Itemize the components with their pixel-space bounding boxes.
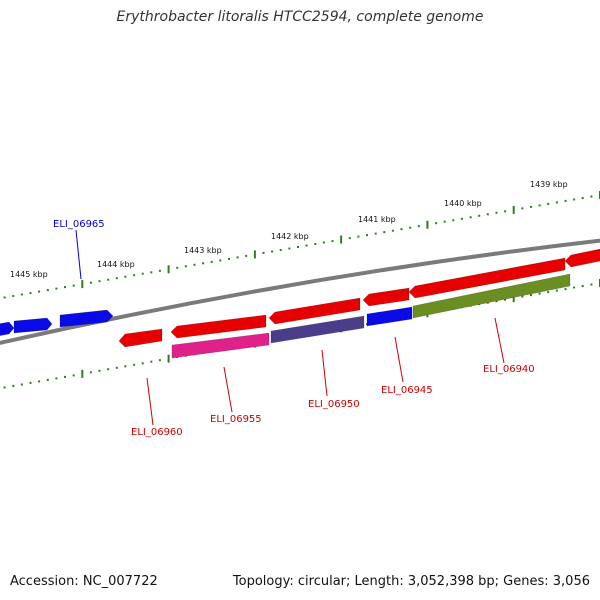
gene-arrow-blue[interactable] bbox=[59, 309, 114, 328]
gene-label-eli-06950[interactable]: ELI_06950 bbox=[308, 399, 360, 410]
gene-label-eli-06965[interactable]: ELI_06965 bbox=[53, 219, 105, 230]
gene-arrow-blue[interactable] bbox=[0, 321, 15, 336]
genome-backbone bbox=[0, 238, 600, 345]
gene-arrow-red[interactable] bbox=[118, 328, 163, 348]
gene-arrow-red[interactable] bbox=[268, 297, 361, 325]
accession-text: Accession: NC_007722 bbox=[10, 574, 158, 589]
gene-label-eli-06955[interactable]: ELI_06955 bbox=[210, 414, 262, 425]
gene-arrow-red[interactable] bbox=[170, 314, 267, 339]
kbp-label-1440: 1440 kbp bbox=[444, 199, 482, 208]
gene-arrow-red[interactable] bbox=[564, 248, 600, 268]
gene-arrow-blue[interactable] bbox=[366, 306, 413, 327]
gene-arrow-magenta[interactable] bbox=[171, 332, 270, 359]
kbp-label-1441: 1441 kbp bbox=[358, 215, 396, 224]
gene-label-eli-06960[interactable]: ELI_06960 bbox=[131, 427, 183, 438]
outer-ruler-ticks bbox=[3, 191, 600, 299]
gene-arrow-blue[interactable] bbox=[13, 317, 53, 334]
genome-title: Erythrobacter litoralis HTCC2594, comple… bbox=[116, 9, 484, 25]
reverse-strand-genes bbox=[171, 273, 571, 359]
kbp-label-1443: 1443 kbp bbox=[184, 246, 222, 255]
kbp-label-1445: 1445 kbp bbox=[10, 270, 48, 279]
gene-label-leaders bbox=[75, 229, 505, 426]
gene-arrow-navy[interactable] bbox=[270, 315, 365, 344]
gene-label-eli-06940[interactable]: ELI_06940 bbox=[483, 364, 535, 375]
forward-strand-genes bbox=[0, 248, 600, 348]
gene-label-eli-06945[interactable]: ELI_06945 bbox=[381, 385, 433, 396]
kbp-label-1439: 1439 kbp bbox=[530, 180, 568, 189]
genome-summary-text: Topology: circular; Length: 3,052,398 bp… bbox=[232, 574, 590, 589]
kbp-label-1444: 1444 kbp bbox=[97, 260, 135, 269]
kbp-label-1442: 1442 kbp bbox=[271, 232, 309, 241]
gene-arrow-olive[interactable] bbox=[412, 273, 571, 319]
gene-arrow-red[interactable] bbox=[408, 257, 566, 299]
gene-arrow-red[interactable] bbox=[362, 287, 410, 307]
